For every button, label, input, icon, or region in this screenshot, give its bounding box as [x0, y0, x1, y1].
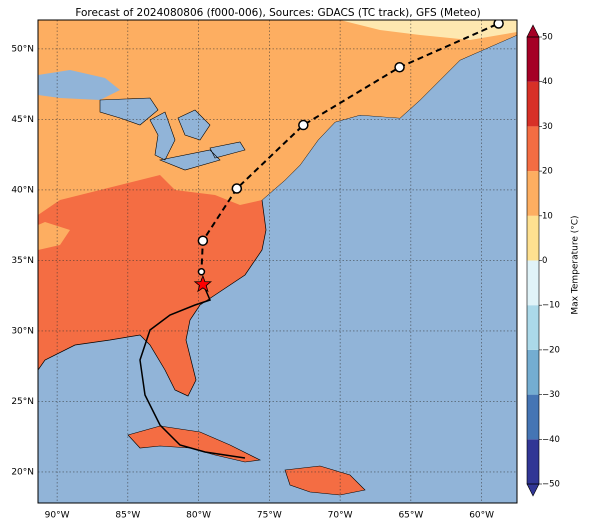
track-point	[197, 235, 209, 246]
colorbar-band	[527, 349, 539, 395]
map-title: Forecast of 2024080806 (f000-006), Sourc…	[75, 7, 480, 19]
colorbar-tick-label: 10	[542, 211, 553, 221]
cold-land	[38, 70, 120, 100]
track-point	[394, 61, 405, 73]
colorbar-band	[527, 439, 539, 484]
x-tick-label: 75°W	[257, 511, 282, 521]
colorbar-extend-min	[526, 483, 540, 497]
x-tick-label: 60°W	[469, 511, 494, 521]
x-tick-label: 80°W	[186, 511, 211, 521]
colorbar-band	[527, 305, 539, 350]
past-track	[139, 285, 246, 459]
cool-land	[38, 222, 70, 250]
y-tick-label: 40°N	[11, 185, 34, 195]
colorbar-tick-label: 20	[542, 167, 553, 177]
colorbar-band	[527, 215, 539, 261]
forecast-track	[193, 20, 504, 293]
colorbar-tick-label: 50	[542, 33, 553, 43]
map-frame	[37, 19, 518, 504]
colorbar-band	[527, 37, 539, 82]
colorbar-band	[527, 81, 539, 127]
colorbar: −50 −40 −30 −20 −10 0 10 20 30 40 50 Max Temperatur…	[526, 24, 581, 497]
track-point	[197, 267, 206, 276]
colorbar-band	[527, 394, 539, 440]
colorbar-tick-label: 30	[542, 122, 553, 132]
colorbar-tick-label: −10	[542, 301, 560, 311]
x-tick-label: 65°W	[398, 511, 423, 521]
x-tick-label: 85°W	[115, 511, 140, 521]
track-point	[231, 183, 243, 194]
colorbar-tick-label: −40	[542, 435, 560, 445]
y-tick-label: 25°N	[11, 397, 34, 407]
colorbar-band	[527, 171, 539, 216]
grid	[38, 20, 517, 503]
axes: 90°W 85°W 80°W 75°W 70°W 65°W 60°W 20°N 25°N 30°N…	[11, 44, 494, 520]
map-area	[38, 20, 517, 503]
cuba	[127, 425, 262, 463]
track-point	[493, 20, 504, 29]
colorbar-label: Max Temperature (°C)	[571, 215, 581, 314]
colorbar-tick-label: 0	[542, 256, 547, 266]
colorbar-extend-max	[526, 24, 540, 38]
y-tick-label: 50°N	[11, 44, 34, 54]
x-tick-label: 90°W	[45, 511, 70, 521]
y-tick-label: 30°N	[11, 326, 34, 336]
y-tick-label: 20°N	[11, 467, 34, 477]
colorbar-band	[527, 260, 539, 306]
y-tick-label: 35°N	[11, 256, 34, 266]
x-tick-label: 70°W	[328, 511, 353, 521]
colorbar-tick-label: 40	[542, 77, 553, 87]
hispaniola	[284, 465, 366, 496]
current-position	[193, 274, 213, 293]
colorbar-tick-label: −50	[542, 480, 560, 490]
colorbar-band	[527, 126, 539, 172]
lake	[99, 97, 246, 171]
colorbar-tick-label: −30	[542, 390, 560, 400]
track-point	[298, 119, 309, 131]
y-tick-label: 45°N	[11, 115, 34, 125]
colorbar-tick-label: −20	[542, 345, 560, 355]
